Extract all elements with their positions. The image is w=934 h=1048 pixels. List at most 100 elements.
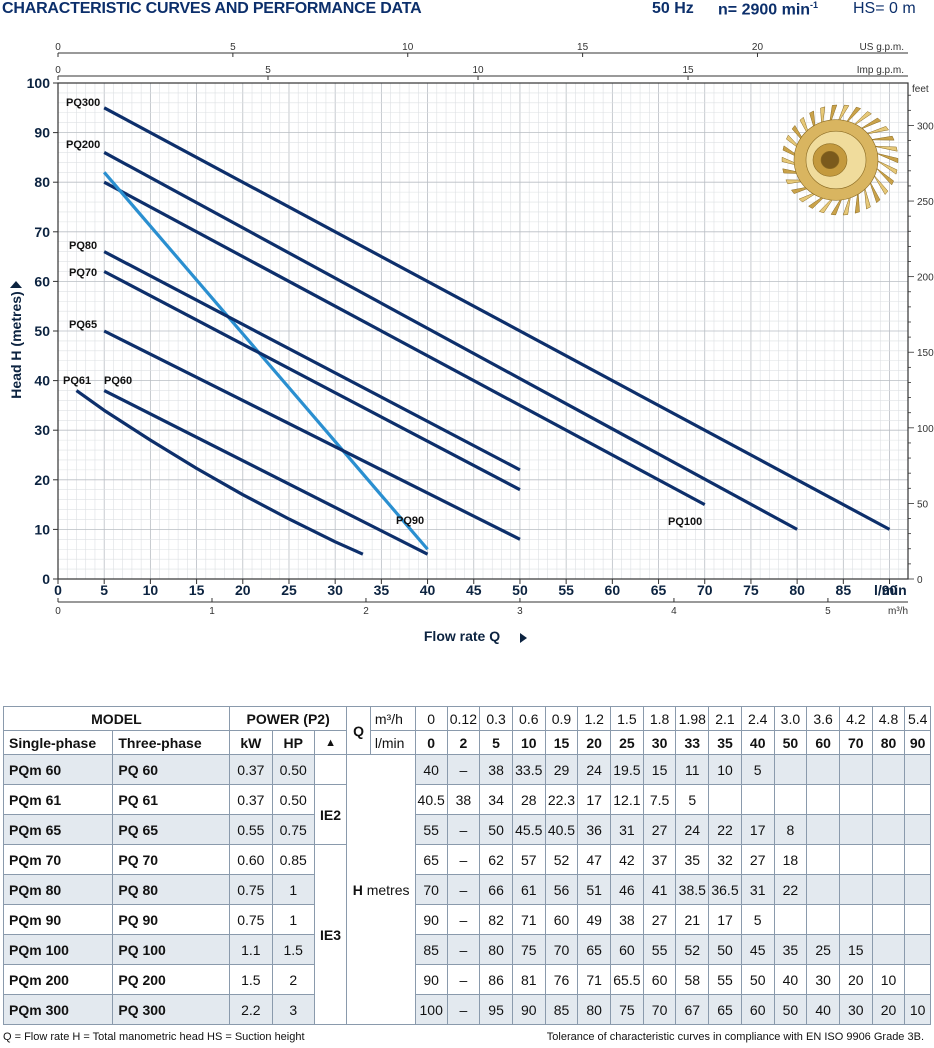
- head-value: 22.3: [544, 784, 579, 815]
- m3h-value: 5.4: [904, 706, 931, 731]
- three-phase-model: PQ 200: [112, 964, 230, 995]
- y-tick-label: 60: [34, 273, 50, 289]
- power-kw: 0.60: [228, 844, 273, 875]
- impgpm-tick-label: 0: [55, 65, 61, 76]
- head-value: 37: [642, 844, 677, 875]
- three-phase-model: PQ 100: [112, 934, 230, 965]
- head-value: 65: [708, 994, 742, 1025]
- power-kw: 0.55: [228, 814, 273, 845]
- head-value: 81: [511, 964, 546, 995]
- head-value: 27: [642, 814, 677, 845]
- x-tick-label: 50: [512, 582, 528, 598]
- head-value: 18: [773, 844, 808, 875]
- lmin-value: 5: [479, 730, 513, 755]
- head-value: [871, 934, 906, 965]
- x-tick-label: 10: [143, 582, 159, 598]
- series-label-pq61: PQ61: [63, 375, 91, 387]
- series-label-pq70: PQ70: [69, 267, 97, 279]
- head-value: [838, 814, 873, 845]
- m3h-unit-label: m³/h: [888, 606, 908, 617]
- head-value: 10: [871, 964, 906, 995]
- feet-tick-label: 100: [917, 424, 934, 435]
- head-value: 85: [414, 934, 448, 965]
- series-label-pq90: PQ90: [396, 515, 424, 527]
- efficiency-class-blank: [313, 754, 348, 785]
- head-value: 24: [675, 814, 710, 845]
- suction-height-label: HS= 0 m: [853, 0, 916, 17]
- m3h-value: 1.5: [610, 706, 644, 731]
- head-value: 40: [806, 994, 840, 1025]
- head-value: 52: [675, 934, 710, 965]
- head-value: 56: [544, 874, 579, 905]
- head-value: [838, 844, 873, 875]
- head-value: 22: [773, 874, 808, 905]
- usgpm-tick-label: 20: [752, 42, 764, 53]
- speed-label: n= 2900 min-1: [718, 0, 819, 19]
- head-value: 40.5: [544, 814, 579, 845]
- hp-header: HP: [271, 730, 315, 755]
- table-row: PQm 200 PQ 200 1.5 2 90–86 81 76 71 65.5 60 58 55 50…: [2, 964, 931, 995]
- m3h-unit-label: m³/h: [369, 706, 416, 731]
- head-value: [904, 934, 931, 965]
- efficiency-class-ie3: IE3: [313, 844, 348, 1025]
- single-phase-model: PQm 90: [2, 904, 114, 935]
- x-tick-label: 80: [789, 582, 805, 598]
- x-tick-label: 20: [235, 582, 251, 598]
- power-hp: 1: [271, 874, 315, 905]
- feet-tick-label: 150: [917, 348, 934, 359]
- head-value: [904, 784, 931, 815]
- single-phase-model: PQm 80: [2, 874, 114, 905]
- m3h-value: 0.9: [544, 706, 579, 731]
- head-value: 80: [577, 994, 612, 1025]
- head-value: 27: [642, 904, 677, 935]
- head-value: –: [446, 964, 481, 995]
- power-hp: 0.50: [271, 784, 315, 815]
- single-phase-model: PQm 200: [2, 964, 114, 995]
- head-value: 50: [773, 994, 808, 1025]
- head-value: 17: [740, 814, 775, 845]
- m3h-tick-label: 0: [55, 606, 61, 617]
- feet-unit-label: feet: [912, 84, 929, 95]
- head-value: [806, 874, 840, 905]
- head-value: 65: [577, 934, 612, 965]
- x-tick-label: 15: [189, 582, 205, 598]
- head-value: 29: [544, 754, 579, 785]
- head-value: [871, 754, 906, 785]
- head-value: 34: [479, 784, 513, 815]
- power-header: POWER (P2): [228, 706, 348, 731]
- x-tick-label: 60: [605, 582, 621, 598]
- q-label: Q: [346, 706, 371, 755]
- head-value: 38: [479, 754, 513, 785]
- head-value: 60: [642, 964, 677, 995]
- power-kw: 1.1: [228, 934, 273, 965]
- head-value: 70: [414, 874, 448, 905]
- head-value: 27: [740, 844, 775, 875]
- m3h-value: 0: [414, 706, 448, 731]
- head-value: 46: [610, 874, 644, 905]
- single-phase-model: PQm 70: [2, 844, 114, 875]
- head-value: 70: [544, 934, 579, 965]
- y-tick-label: 70: [34, 224, 50, 240]
- head-value: [904, 814, 931, 845]
- lmin-value: 15: [544, 730, 579, 755]
- x-tick-label: 70: [697, 582, 713, 598]
- head-value: [904, 904, 931, 935]
- table-row: PQm 70 PQ 70 0.60 0.85 IE3 65–62 57 52 47 42 37 35 3…: [2, 844, 931, 1025]
- power-kw: 0.75: [228, 904, 273, 935]
- head-value: 80: [479, 934, 513, 965]
- m3h-value: 3.0: [773, 706, 808, 731]
- y-tick-label: 10: [34, 521, 50, 537]
- lmin-value: 30: [642, 730, 677, 755]
- feet-tick-label: 250: [917, 197, 934, 208]
- head-value: 40: [414, 754, 448, 785]
- head-value: 10: [904, 994, 931, 1025]
- power-hp: 2: [271, 964, 315, 995]
- x-tick-label: 30: [327, 582, 343, 598]
- m3h-value: 0.12: [446, 706, 481, 731]
- series-line-pq300: [103, 106, 891, 531]
- x-axis-arrow-icon: [520, 633, 527, 643]
- three-phase-model: PQ 300: [112, 994, 230, 1025]
- single-phase-model: PQm 300: [2, 994, 114, 1025]
- m3h-value: 1.98: [675, 706, 710, 731]
- y-tick-label: 20: [34, 472, 50, 488]
